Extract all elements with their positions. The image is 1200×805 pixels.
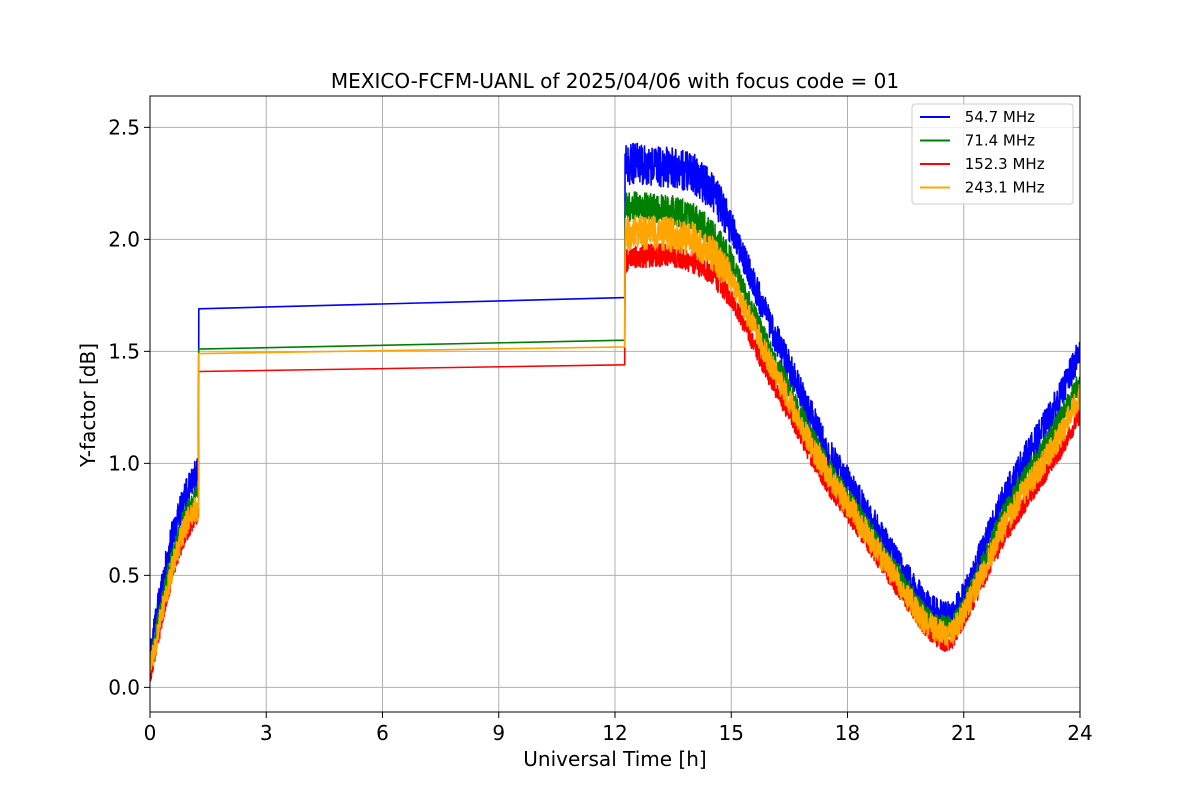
axes: 0 3 6 9 12 15 18 21 24 0.0 0.5 1.0 1.5 2.0 2.5: [108, 95, 1093, 745]
legend-label: 243.1 MHz: [960, 179, 1045, 197]
x-axis-label: Universal Time [h]: [523, 747, 706, 771]
y-tick-label: 2.0: [108, 227, 140, 251]
series-line: [150, 142, 1080, 662]
grid-lines: [149, 96, 1081, 712]
legend-label: 54.7 MHz: [960, 108, 1035, 126]
y-tick-label: 0.5: [108, 563, 140, 587]
y-tick-label: 1.0: [108, 451, 140, 475]
x-tick-label: 21: [951, 721, 976, 745]
x-tick-label: 6: [376, 721, 389, 745]
legend-box: [911, 103, 1074, 205]
y-tick-label: 1.5: [108, 339, 140, 363]
series-line: [150, 214, 1080, 673]
chart-title: MEXICO-FCFM-UANL of 2025/04/06 with focu…: [331, 69, 899, 93]
x-tick-label: 9: [492, 721, 505, 745]
y-tick-label: 0.0: [108, 675, 140, 699]
x-tick-label: 18: [835, 721, 860, 745]
x-tick-label: 24: [1067, 721, 1092, 745]
x-tick-label: 3: [260, 721, 273, 745]
y-axis-label: Y-factor [dB]: [76, 343, 100, 468]
legend-label: 71.4 MHz: [960, 132, 1035, 150]
legend: 54.7 MHz 71.4 MHz 152.3 MHz 243.1 MHz: [911, 103, 1074, 205]
y-tick-label: 2.5: [108, 115, 140, 139]
plot-area: [150, 142, 1080, 682]
x-tick-label: 12: [602, 721, 627, 745]
legend-label: 152.3 MHz: [960, 155, 1045, 173]
x-tick-label: 0: [144, 721, 157, 745]
x-tick-label: 15: [719, 721, 744, 745]
